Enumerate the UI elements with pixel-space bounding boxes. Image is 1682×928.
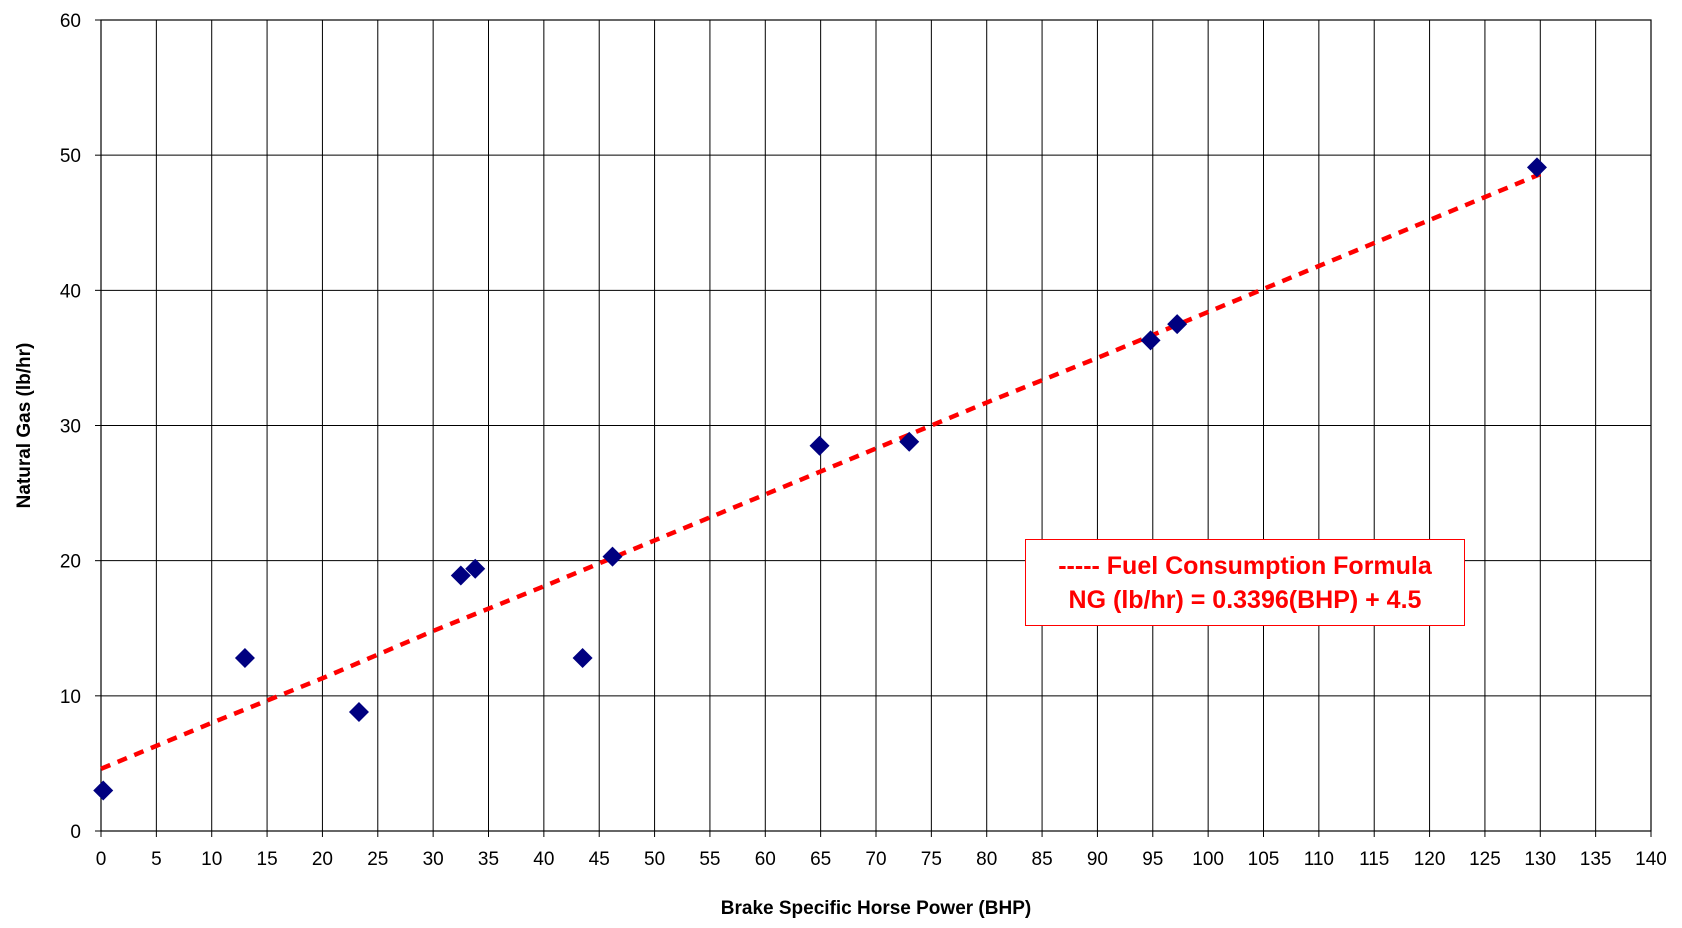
x-tick-label: 65 xyxy=(810,849,831,870)
x-tick-label: 5 xyxy=(151,849,162,870)
y-tick-label: 30 xyxy=(60,417,81,438)
x-tick-label: 25 xyxy=(367,849,388,870)
data-point-diamond xyxy=(450,565,471,586)
x-tick-label: 55 xyxy=(699,849,720,870)
x-tick-label: 120 xyxy=(1414,849,1446,870)
x-tick-label: 110 xyxy=(1304,849,1334,870)
data-point-diamond xyxy=(899,431,920,452)
x-tick-label: 80 xyxy=(976,849,997,870)
trend-line xyxy=(100,172,1542,771)
y-tick-labels: 0 10 20 30 40 50 60 xyxy=(60,11,81,843)
data-point-diamond xyxy=(348,702,369,723)
x-tick-label: 30 xyxy=(423,849,444,870)
x-tick-label: 90 xyxy=(1087,849,1108,870)
x-tick-label: 50 xyxy=(644,849,665,870)
data-point-diamond xyxy=(465,558,486,579)
y-tick-label: 10 xyxy=(60,687,81,708)
formula-annotation-equation: NG (lb/hr) = 0.3396(BHP) + 4.5 xyxy=(1068,585,1422,614)
x-tick-label: 100 xyxy=(1192,849,1224,870)
x-tick-label: 45 xyxy=(589,849,610,870)
x-tick-label: 20 xyxy=(312,849,333,870)
x-tick-label: 15 xyxy=(257,849,278,870)
formula-annotation-title: ----- Fuel Consumption Formula xyxy=(1058,551,1432,580)
data-point-diamond xyxy=(93,780,114,801)
y-tick-label: 0 xyxy=(70,822,81,843)
grid-lines xyxy=(100,19,1652,832)
x-tick-labels: 0 5 10 15 20 25 30 35 40 45 50 55 60 65 70 75 80 85 90 95 10… xyxy=(96,849,1667,870)
x-tick-label: 140 xyxy=(1635,849,1667,870)
x-tick-label: 75 xyxy=(921,849,942,870)
x-tick-label: 135 xyxy=(1580,849,1612,870)
data-points xyxy=(93,157,1547,801)
x-tick-label: 35 xyxy=(478,849,499,870)
fuel-consumption-trend-line xyxy=(100,172,1542,771)
data-point-diamond xyxy=(809,435,830,456)
x-tick-label: 70 xyxy=(865,849,886,870)
data-point-diamond xyxy=(1167,314,1188,335)
x-tick-label: 40 xyxy=(533,849,554,870)
y-tick-label: 20 xyxy=(60,552,81,573)
x-tick-label: 10 xyxy=(201,849,222,870)
x-tick-label: 60 xyxy=(755,849,776,870)
formula-annotation: ----- Fuel Consumption Formula NG (lb/hr… xyxy=(1025,539,1465,626)
x-tick-label: 125 xyxy=(1469,849,1501,870)
y-tick-label: 40 xyxy=(60,281,81,302)
x-tick-label: 0 xyxy=(96,849,107,870)
x-tick-label: 130 xyxy=(1524,849,1556,870)
data-point-diamond xyxy=(234,647,255,668)
y-axis-title: Natural Gas (lb/hr) xyxy=(14,343,35,509)
data-point-diamond xyxy=(572,647,593,668)
x-tick-label: 95 xyxy=(1142,849,1163,870)
x-tick-label: 85 xyxy=(1032,849,1053,870)
plot-frame xyxy=(95,19,1652,837)
data-point-diamond xyxy=(1526,157,1547,178)
x-tick-label: 105 xyxy=(1248,849,1280,870)
y-tick-label: 60 xyxy=(60,11,81,32)
x-tick-label: 115 xyxy=(1359,849,1389,870)
y-tick-label: 50 xyxy=(60,146,81,167)
x-axis-title: Brake Specific Horse Power (BHP) xyxy=(721,898,1031,919)
data-point-diamond xyxy=(1140,330,1161,351)
data-point-diamond xyxy=(602,546,623,567)
